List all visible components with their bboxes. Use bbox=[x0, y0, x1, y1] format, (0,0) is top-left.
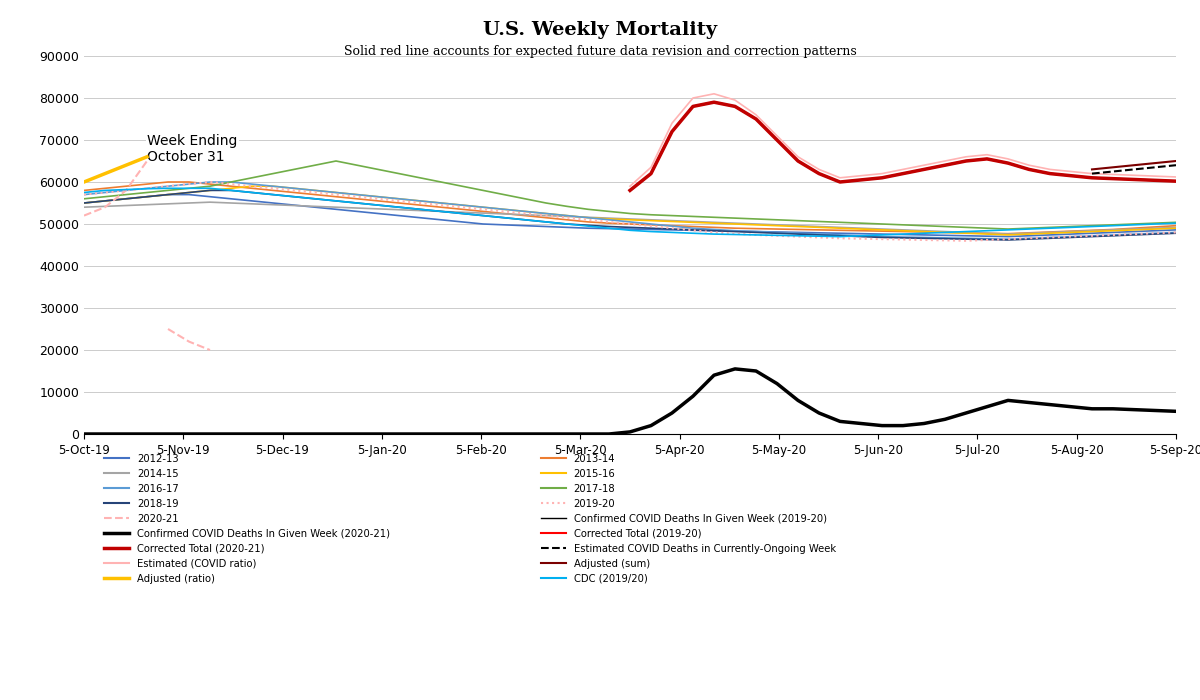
Text: U.S. Weekly Mortality: U.S. Weekly Mortality bbox=[482, 21, 718, 39]
Text: Solid red line accounts for expected future data revision and correction pattern: Solid red line accounts for expected fut… bbox=[343, 46, 857, 59]
Legend: 2013-14, 2015-16, 2017-18, 2019-20, Confirmed COVID Deaths In Given Week (2019-2: 2013-14, 2015-16, 2017-18, 2019-20, Conf… bbox=[536, 450, 840, 588]
Text: Week Ending
October 31: Week Ending October 31 bbox=[148, 134, 238, 164]
